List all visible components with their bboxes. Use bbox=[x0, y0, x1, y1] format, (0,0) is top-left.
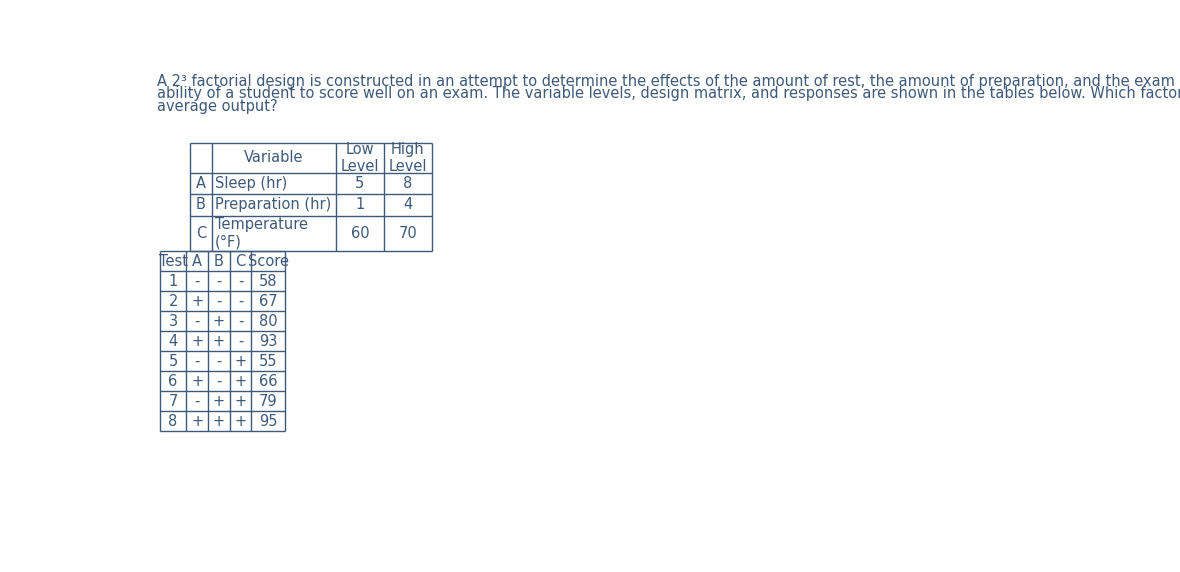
Text: -: - bbox=[216, 293, 222, 309]
Text: 55: 55 bbox=[260, 353, 277, 369]
Text: B: B bbox=[196, 197, 206, 212]
Text: +: + bbox=[212, 313, 225, 329]
Text: +: + bbox=[212, 394, 225, 409]
Text: A 2³ factorial design is constructed in an attempt to determine the effects of t: A 2³ factorial design is constructed in … bbox=[157, 74, 1180, 89]
Text: 4: 4 bbox=[404, 197, 413, 212]
Text: Variable: Variable bbox=[244, 150, 303, 165]
Text: +: + bbox=[235, 353, 247, 369]
Text: A: A bbox=[192, 253, 202, 269]
Text: -: - bbox=[195, 313, 199, 329]
Text: average output?: average output? bbox=[157, 98, 277, 114]
Text: 8: 8 bbox=[404, 176, 413, 191]
Text: C: C bbox=[235, 253, 245, 269]
Text: -: - bbox=[238, 293, 243, 309]
Text: 67: 67 bbox=[260, 293, 277, 309]
Text: Preparation (hr): Preparation (hr) bbox=[215, 197, 332, 212]
Text: -: - bbox=[238, 273, 243, 289]
Text: Low
Level: Low Level bbox=[341, 142, 379, 174]
Text: 95: 95 bbox=[260, 414, 277, 429]
Text: 6: 6 bbox=[169, 374, 178, 389]
Text: -: - bbox=[216, 273, 222, 289]
Text: 93: 93 bbox=[260, 333, 277, 349]
Text: 66: 66 bbox=[260, 374, 277, 389]
Text: High
Level: High Level bbox=[388, 142, 427, 174]
Text: 8: 8 bbox=[169, 414, 178, 429]
Text: 1: 1 bbox=[169, 273, 178, 289]
Text: +: + bbox=[191, 333, 203, 349]
Text: +: + bbox=[191, 414, 203, 429]
Text: A: A bbox=[196, 176, 206, 191]
Text: -: - bbox=[216, 353, 222, 369]
Text: 60: 60 bbox=[350, 226, 369, 241]
Text: 58: 58 bbox=[260, 273, 277, 289]
Text: +: + bbox=[235, 374, 247, 389]
Text: -: - bbox=[238, 313, 243, 329]
Text: 2: 2 bbox=[169, 293, 178, 309]
Text: 4: 4 bbox=[169, 333, 178, 349]
Text: 5: 5 bbox=[355, 176, 365, 191]
Text: +: + bbox=[235, 414, 247, 429]
Text: +: + bbox=[235, 394, 247, 409]
Text: B: B bbox=[214, 253, 224, 269]
Text: 1: 1 bbox=[355, 197, 365, 212]
Text: Test: Test bbox=[158, 253, 188, 269]
Text: -: - bbox=[195, 273, 199, 289]
Text: 7: 7 bbox=[169, 394, 178, 409]
Text: +: + bbox=[212, 414, 225, 429]
Text: -: - bbox=[216, 374, 222, 389]
Text: 79: 79 bbox=[260, 394, 277, 409]
Text: Temperature
(°F): Temperature (°F) bbox=[215, 217, 308, 249]
Text: -: - bbox=[195, 394, 199, 409]
Text: -: - bbox=[238, 333, 243, 349]
Text: 5: 5 bbox=[169, 353, 178, 369]
Text: +: + bbox=[191, 374, 203, 389]
Text: C: C bbox=[196, 226, 206, 241]
Text: Sleep (hr): Sleep (hr) bbox=[215, 176, 287, 191]
Text: 70: 70 bbox=[399, 226, 418, 241]
Text: 80: 80 bbox=[260, 313, 277, 329]
Text: ability of a student to score well on an exam. The variable levels, design matri: ability of a student to score well on an… bbox=[157, 86, 1180, 101]
Text: +: + bbox=[212, 333, 225, 349]
Text: Score: Score bbox=[248, 253, 289, 269]
Text: -: - bbox=[195, 353, 199, 369]
Text: +: + bbox=[191, 293, 203, 309]
Text: 3: 3 bbox=[169, 313, 178, 329]
